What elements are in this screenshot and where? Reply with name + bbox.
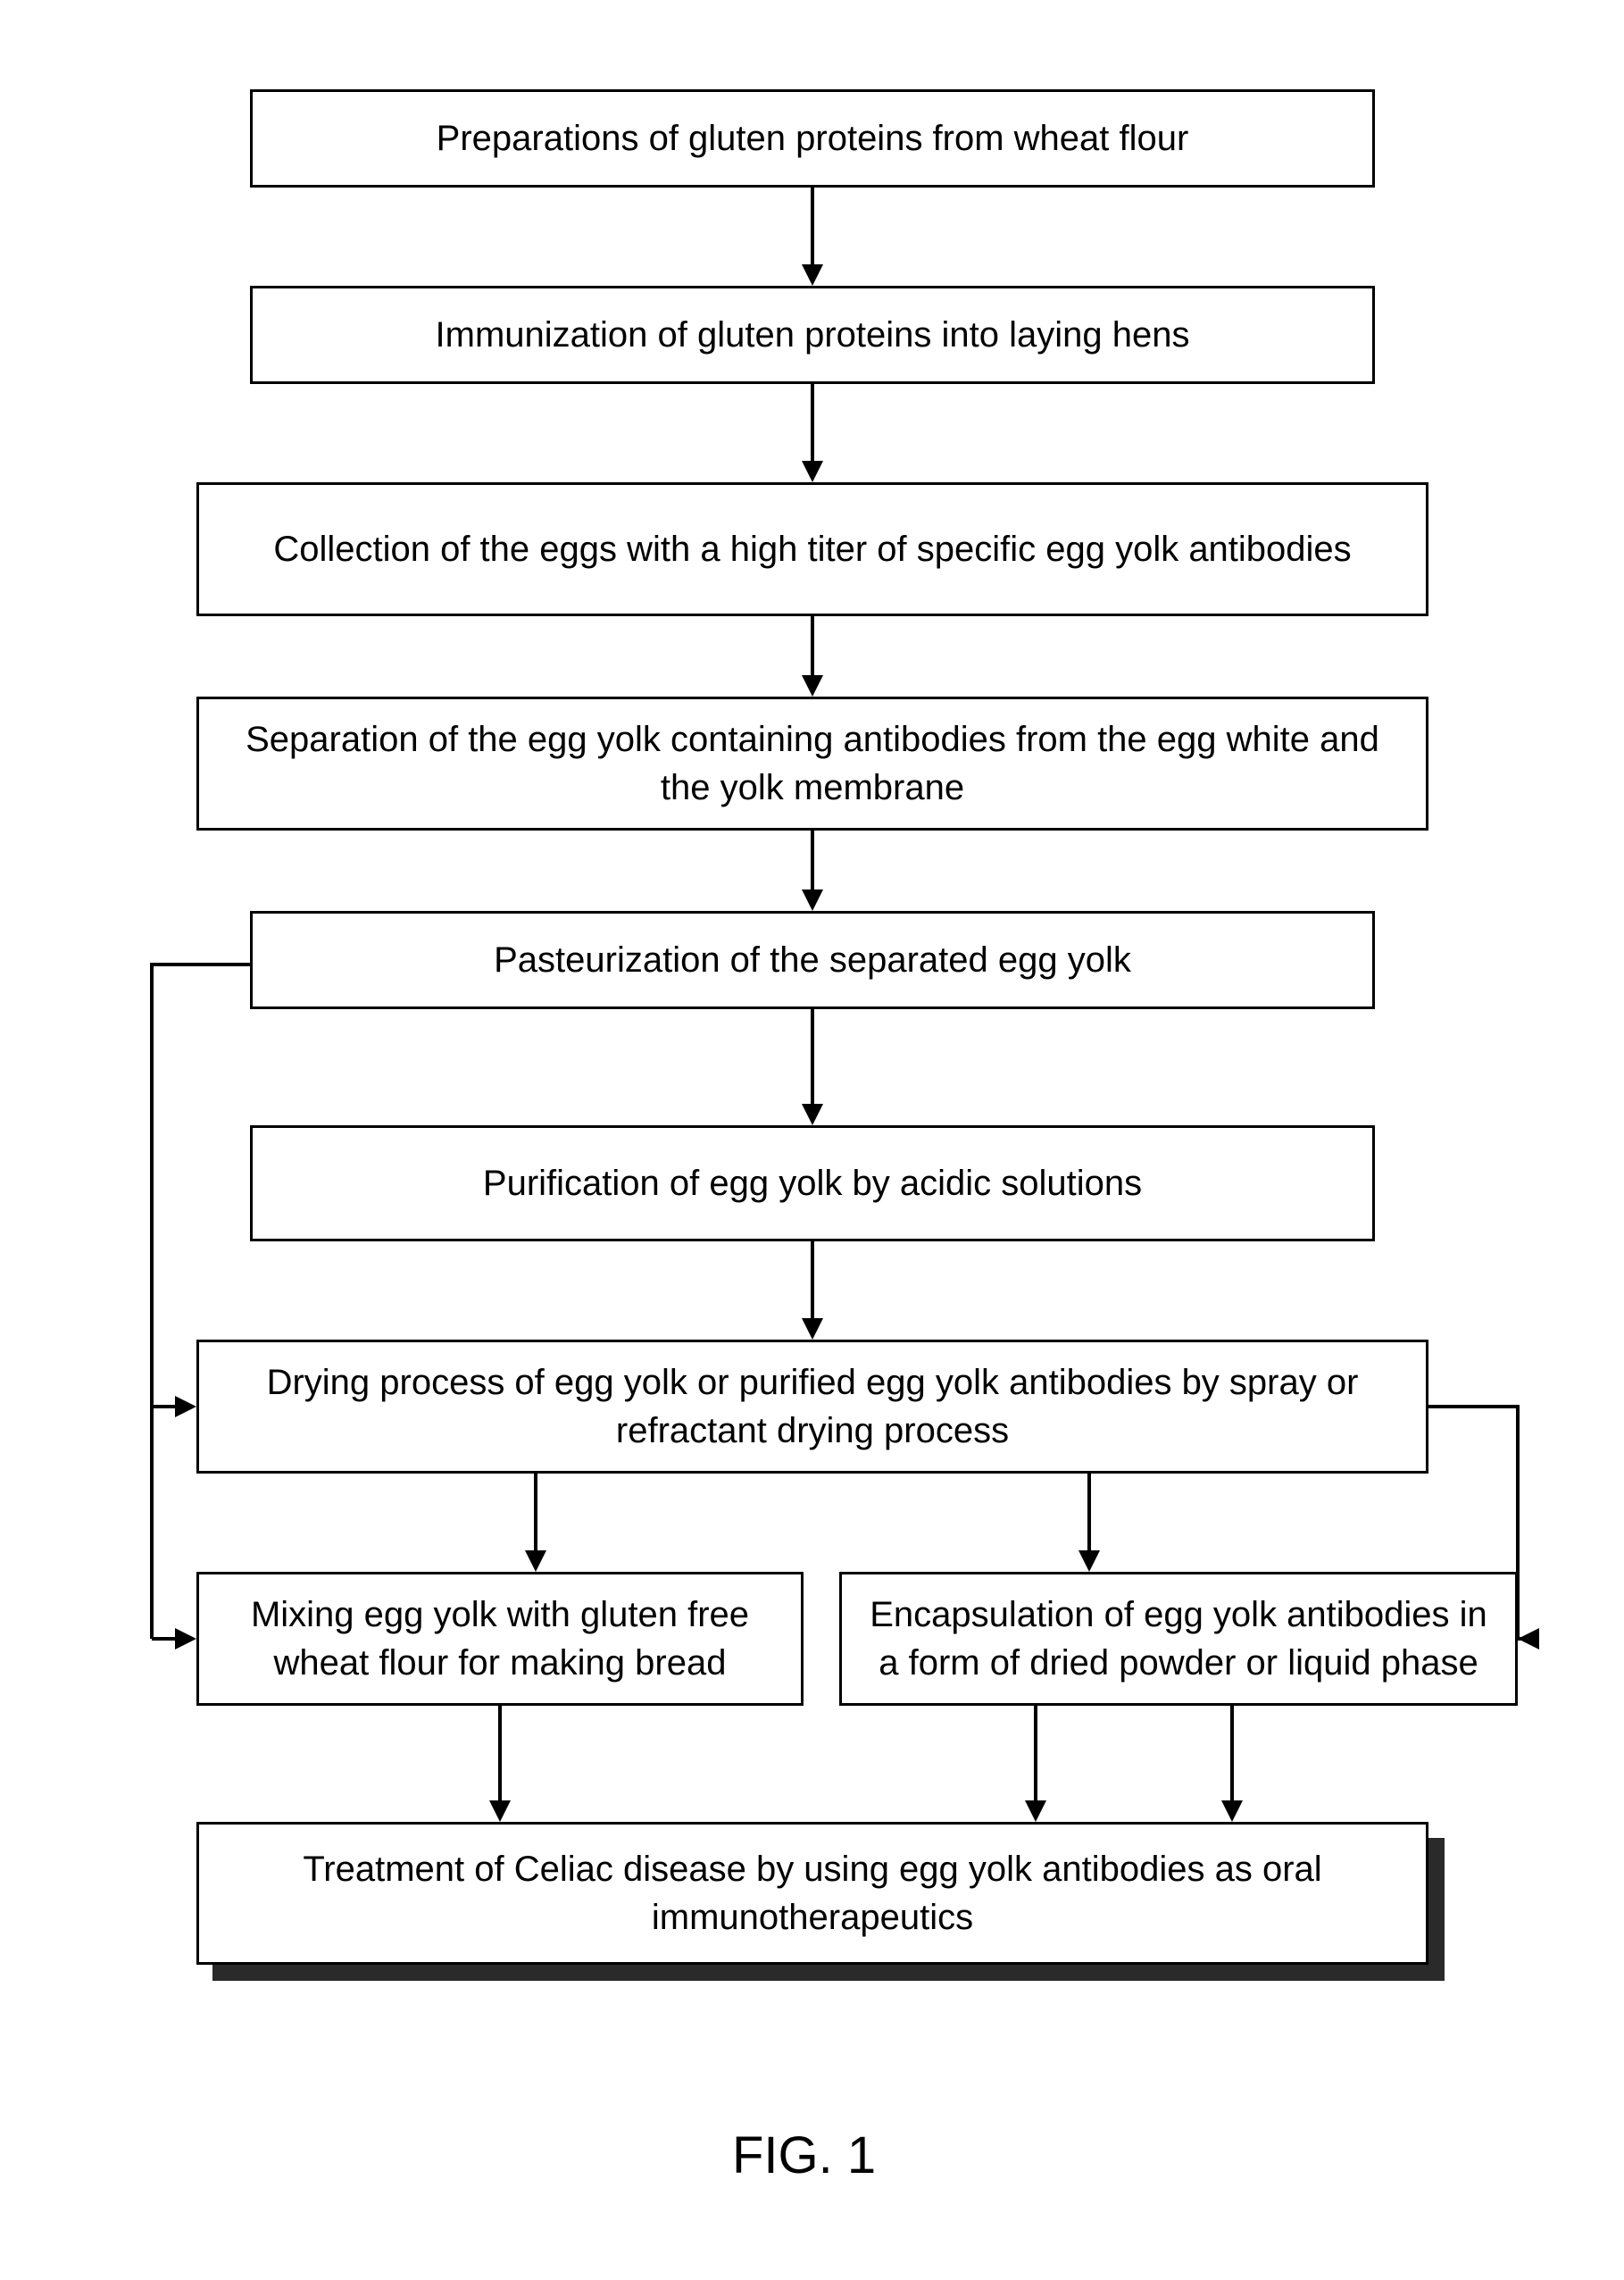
- node-collection: Collection of the eggs with a high titer…: [196, 482, 1428, 616]
- node-text: Mixing egg yolk with gluten free wheat f…: [217, 1591, 783, 1687]
- figure-label-text: FIG. 1: [732, 2126, 876, 2184]
- node-text: Immunization of gluten proteins into lay…: [436, 311, 1190, 359]
- node-encapsulation: Encapsulation of egg yolk antibodies in …: [839, 1572, 1518, 1706]
- node-prep-gluten: Preparations of gluten proteins from whe…: [250, 89, 1375, 188]
- node-text: Treatment of Celiac disease by using egg…: [217, 1845, 1408, 1942]
- node-text: Pasteurization of the separated egg yolk: [494, 936, 1131, 984]
- flowchart-canvas: Preparations of gluten proteins from whe…: [0, 0, 1624, 2280]
- node-text: Collection of the eggs with a high titer…: [273, 525, 1351, 573]
- node-text: Preparations of gluten proteins from whe…: [437, 114, 1189, 163]
- node-mixing: Mixing egg yolk with gluten free wheat f…: [196, 1572, 804, 1706]
- figure-label: FIG. 1: [732, 2125, 876, 2185]
- node-text: Separation of the egg yolk containing an…: [217, 715, 1408, 812]
- node-text: Purification of egg yolk by acidic solut…: [483, 1159, 1142, 1207]
- node-immunization: Immunization of gluten proteins into lay…: [250, 286, 1375, 384]
- node-treatment: Treatment of Celiac disease by using egg…: [196, 1822, 1428, 1965]
- node-text: Drying process of egg yolk or purified e…: [217, 1358, 1408, 1455]
- node-text: Encapsulation of egg yolk antibodies in …: [860, 1591, 1497, 1687]
- node-separation: Separation of the egg yolk containing an…: [196, 697, 1428, 831]
- node-drying: Drying process of egg yolk or purified e…: [196, 1340, 1428, 1474]
- node-purification: Purification of egg yolk by acidic solut…: [250, 1125, 1375, 1241]
- node-pasteurization: Pasteurization of the separated egg yolk: [250, 911, 1375, 1009]
